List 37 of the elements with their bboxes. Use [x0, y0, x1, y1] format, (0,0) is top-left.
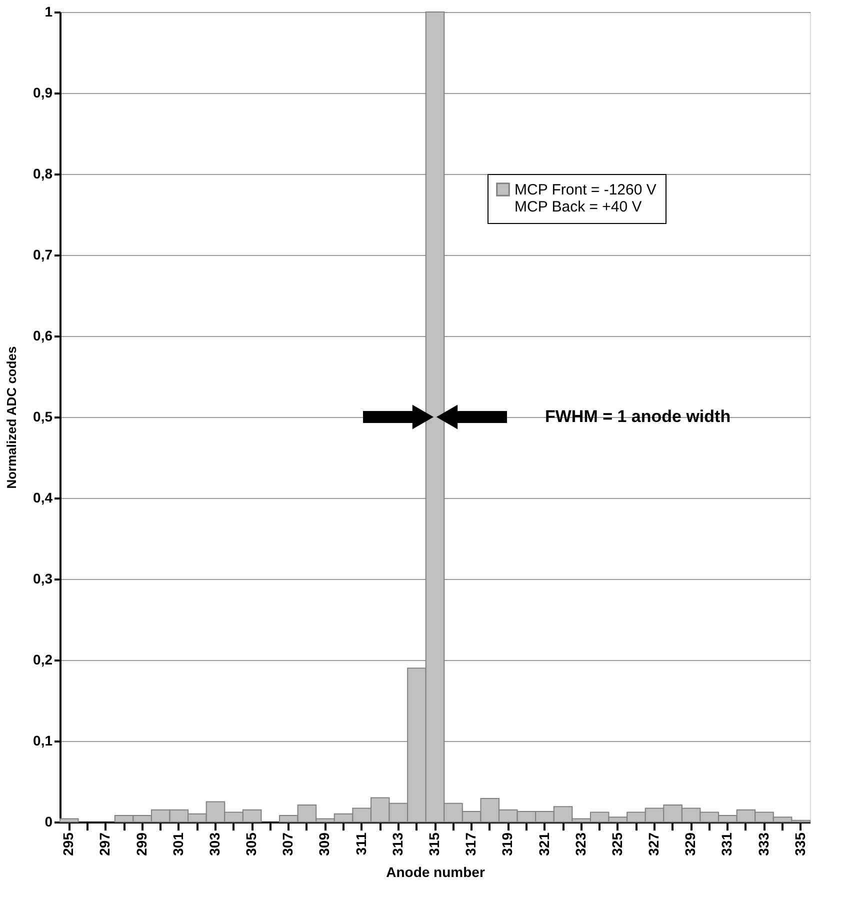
x-tick-label: 335 [792, 832, 808, 856]
x-tick-label: 313 [389, 832, 406, 856]
y-axis-title: Normalized ADC codes [4, 346, 20, 489]
x-tick-label: 331 [718, 832, 735, 856]
x-tick-label: 333 [755, 832, 772, 856]
y-tick-label: 0,1 [33, 732, 53, 748]
bar [60, 818, 79, 822]
annotation: FWHM = 1 anode width [545, 407, 731, 426]
y-tick-label: 0,6 [33, 328, 53, 344]
x-tick-label: 307 [280, 832, 296, 856]
legend-label: MCP Front = -1260 V MCP Back = +40 V [514, 182, 656, 216]
x-tick-label: 311 [352, 832, 369, 856]
x-tick-label: 329 [682, 832, 698, 856]
y-tick-label: 0,7 [33, 246, 53, 262]
x-tick-label: 321 [536, 832, 552, 856]
x-tick-label: 301 [170, 832, 186, 856]
y-tick-label: 0,2 [33, 652, 53, 668]
x-tick-label: 315 [426, 832, 442, 856]
x-tick-label: 305 [243, 832, 260, 856]
x-tick-label: 303 [206, 832, 222, 856]
x-tick-label: 325 [608, 832, 625, 856]
x-axis-title: Anode number [386, 864, 486, 880]
x-tick-label: 295 [60, 832, 76, 856]
x-tick-label: 309 [316, 832, 332, 856]
x-tick-label: 297 [96, 832, 113, 856]
y-tick-label: 0,9 [33, 84, 53, 100]
x-tick-label: 323 [572, 832, 588, 856]
y-tick-label: 0,5 [33, 408, 53, 424]
y-tick-label: 0,3 [33, 570, 53, 586]
y-tick-label: 0,8 [33, 166, 53, 182]
x-tick-label: 327 [646, 832, 662, 856]
x-tick-label: 319 [499, 832, 516, 856]
x-tick-label: 317 [462, 832, 479, 856]
y-tick-label: 0,4 [33, 490, 53, 506]
x-tick-label: 299 [133, 832, 150, 856]
y-tick-label: 0 [44, 814, 53, 830]
y-tick-label: 1 [44, 4, 53, 20]
